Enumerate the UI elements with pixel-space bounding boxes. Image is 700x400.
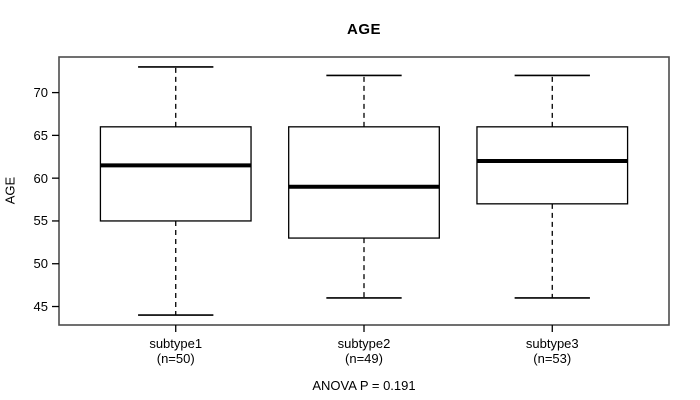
group-label-subtype1: subtype1 (n=50): [106, 336, 246, 366]
anova-p-annotation: ANOVA P = 0.191: [312, 378, 416, 393]
boxplot-subtype2-box: [288, 126, 440, 239]
chart-title: AGE: [346, 21, 381, 38]
y-tick-label: 65: [33, 127, 48, 143]
group-n: (n=50): [156, 350, 195, 366]
group-label-subtype2: subtype2 (n=49): [294, 336, 434, 366]
boxplot-subtype1-box: [99, 126, 252, 222]
y-tick-label: 70: [33, 85, 48, 101]
group-name: subtype1: [149, 336, 203, 351]
y-tick-label: 60: [33, 170, 48, 186]
group-label-subtype3: subtype3 (n=53): [482, 336, 622, 366]
group-name: subtype3: [525, 336, 579, 351]
y-tick-label: 50: [33, 256, 48, 272]
y-tick-label: 45: [33, 299, 48, 315]
group-n: (n=49): [345, 350, 383, 366]
group-n: (n=53): [533, 350, 572, 366]
y-tick-label: 55: [33, 213, 48, 229]
boxplot-subtype3-box: [476, 126, 629, 205]
group-name: subtype2: [337, 336, 391, 351]
